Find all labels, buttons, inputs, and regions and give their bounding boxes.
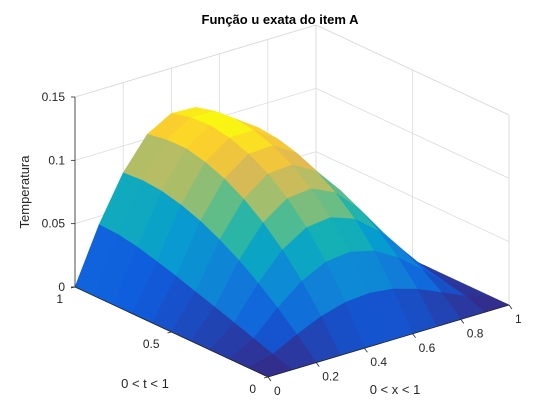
x-tick-mark [460, 319, 465, 324]
wall-grid-line [315, 87, 510, 179]
y-axis-label: 0 < t < 1 [121, 376, 169, 391]
x-tick-label: 0.8 [467, 326, 484, 340]
x-tick-label: 1 [515, 312, 522, 326]
x-tick-label: 0 [274, 384, 281, 398]
y-tick-label: 0 [249, 382, 256, 396]
wall-grid-line [315, 151, 510, 243]
surface-layer [74, 107, 510, 378]
axis-layer [70, 96, 513, 382]
z-axis-label: Temperatura [17, 155, 32, 229]
x-tick-label: 0.4 [370, 355, 387, 369]
x-tick-mark [412, 333, 416, 339]
x-tick-label: 0.2 [322, 370, 339, 384]
x-tick-mark [508, 304, 513, 310]
y-tick-label: 1 [56, 292, 63, 306]
y-tick-label: 0.5 [143, 337, 160, 351]
x-tick-mark [364, 347, 368, 353]
wall-frame-line [315, 24, 510, 116]
axis-line [267, 304, 510, 378]
wall-frame-line [74, 24, 317, 98]
z-tick-label: 0.05 [42, 217, 66, 231]
chart-title: Função u exata do item A [202, 12, 360, 27]
y-tick-mark [167, 331, 172, 334]
x-tick-mark [267, 376, 272, 382]
x-axis-label: 0 < x < 1 [370, 382, 421, 397]
x-tick-label: 0.6 [419, 341, 436, 355]
z-tick-label: 0.15 [42, 90, 66, 104]
x-tick-mark [315, 362, 320, 367]
z-tick-label: 0.1 [48, 153, 65, 167]
z-tick-label: 0 [58, 280, 65, 294]
y-tick-mark [263, 376, 269, 379]
